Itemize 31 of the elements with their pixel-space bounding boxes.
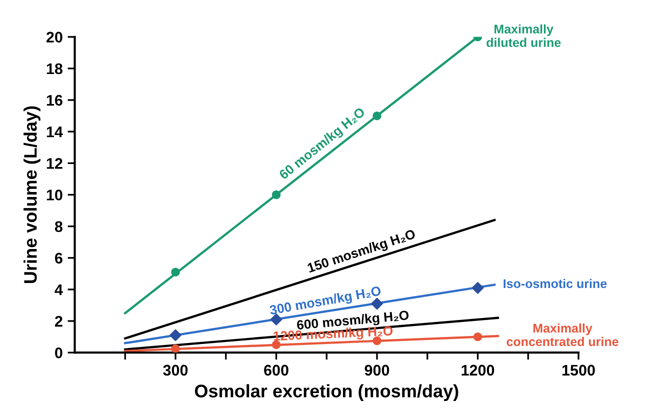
x-tick-label: 1200 — [462, 364, 494, 376]
point — [472, 282, 484, 294]
x-tick-label: 600 — [264, 364, 288, 376]
y-axis-title: Urine volume (L/day) — [24, 106, 40, 283]
x-tick-label: 900 — [364, 364, 390, 376]
x-tick-label: 1500 — [562, 364, 595, 376]
point — [372, 336, 382, 346]
point — [270, 314, 282, 326]
point — [171, 344, 180, 353]
y-tick-label: 6 — [55, 252, 62, 264]
point — [170, 329, 182, 342]
y-tick-label: 2 — [54, 316, 62, 327]
x-tick-label: 300 — [163, 364, 188, 376]
y-tick-label: 12 — [46, 158, 62, 169]
y-tick-label: 20 — [46, 32, 62, 43]
y-tick-label: 14 — [46, 126, 63, 138]
y-tick-label: 16 — [46, 94, 62, 106]
point — [272, 190, 281, 200]
y-tick-label: 0 — [55, 347, 62, 358]
point — [272, 340, 281, 350]
point — [171, 268, 180, 276]
x-axis-title: Osmolar excretion (mosm/day) — [194, 384, 458, 402]
point — [372, 111, 382, 120]
point — [473, 332, 482, 342]
y-tick-label: 8 — [54, 221, 62, 232]
y-tick-label: 4 — [54, 284, 63, 295]
series-label: Maximally concentrated urine — [506, 323, 618, 346]
y-tick-label: 18 — [46, 63, 62, 74]
series-label: Maximally diluted urine — [486, 24, 561, 47]
y-tick-label: 10 — [46, 190, 62, 200]
series-label: Iso-osmotic urine — [504, 278, 607, 288]
